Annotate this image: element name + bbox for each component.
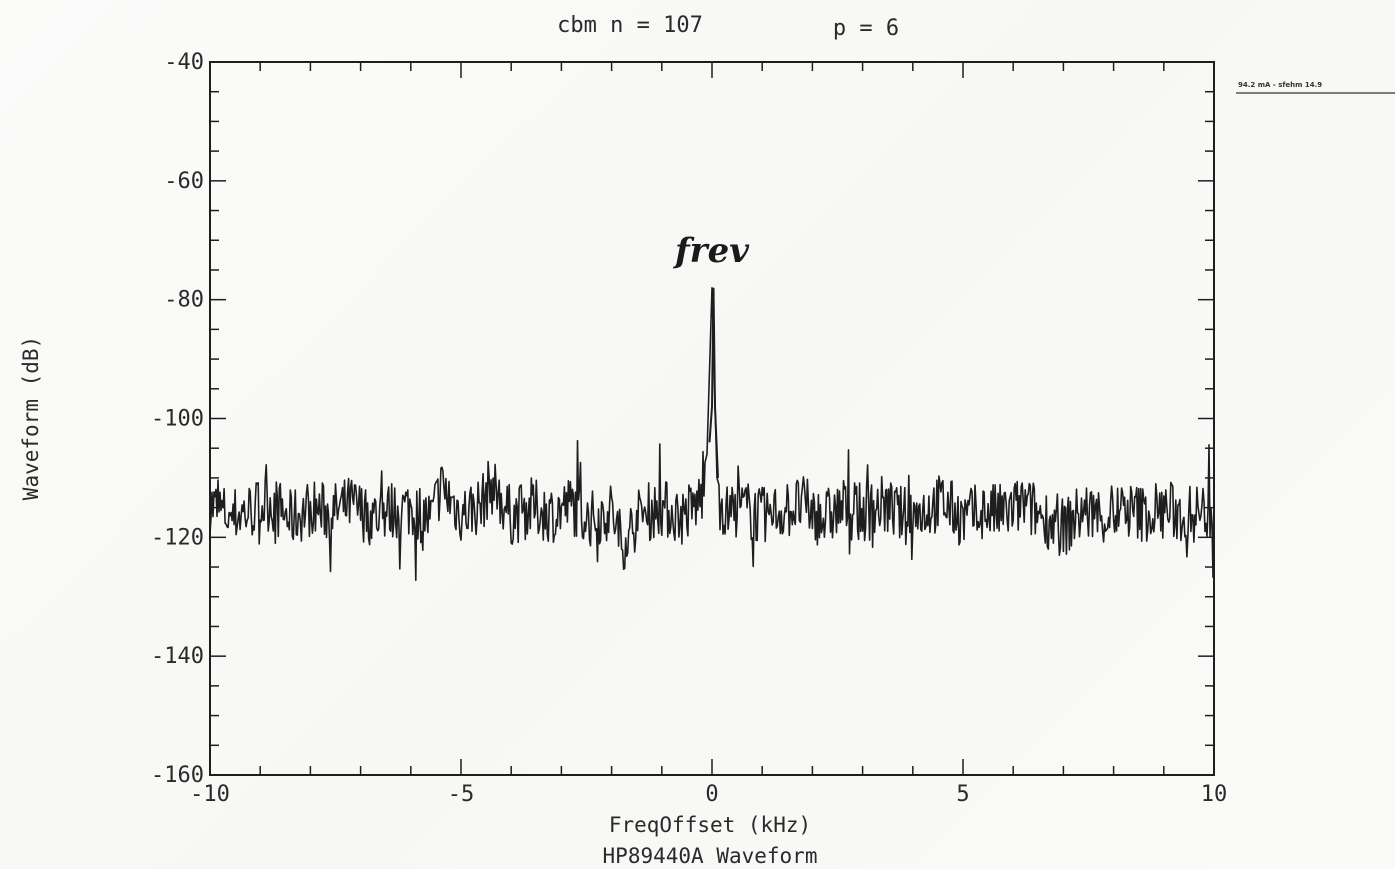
y-tick-label: -120 bbox=[151, 525, 204, 550]
frev-annotation: frev bbox=[673, 231, 750, 271]
x-tick-label: 0 bbox=[705, 782, 718, 807]
x-tick-label: 10 bbox=[1201, 782, 1228, 807]
x-tick-label: -5 bbox=[448, 782, 475, 807]
y-tick-label: -140 bbox=[151, 644, 204, 669]
y-tick-label: -60 bbox=[164, 169, 204, 194]
series-line bbox=[209, 287, 1215, 581]
x-axis-tick-labels: -10 -5 0 5 10 bbox=[190, 782, 1227, 807]
chart-title-param: p = 6 bbox=[833, 16, 899, 41]
y-axis-label: Waveform (dB) bbox=[19, 336, 43, 500]
chart-subtitle: HP89440A Waveform bbox=[603, 844, 818, 868]
x-axis-label: FreqOffset (kHz) bbox=[609, 813, 811, 837]
y-axis-ticks bbox=[210, 61, 1214, 776]
series-layer bbox=[209, 287, 1215, 581]
y-tick-label: -40 bbox=[164, 50, 204, 75]
chart-title: cbm n = 107 bbox=[557, 13, 703, 38]
y-axis-tick-labels: -40 -60 -80 -100 -120 -140 -160 bbox=[151, 50, 204, 788]
y-tick-label: -80 bbox=[164, 288, 204, 313]
y-tick-label: -160 bbox=[151, 763, 204, 788]
x-axis-ticks bbox=[209, 62, 1215, 775]
margin-note: 94.2 mA - sfehm 14.9 bbox=[1238, 81, 1322, 89]
y-tick-label: -100 bbox=[151, 407, 204, 432]
x-tick-label: -10 bbox=[190, 782, 230, 807]
peak-spike bbox=[708, 287, 719, 478]
x-tick-label: 5 bbox=[956, 782, 969, 807]
